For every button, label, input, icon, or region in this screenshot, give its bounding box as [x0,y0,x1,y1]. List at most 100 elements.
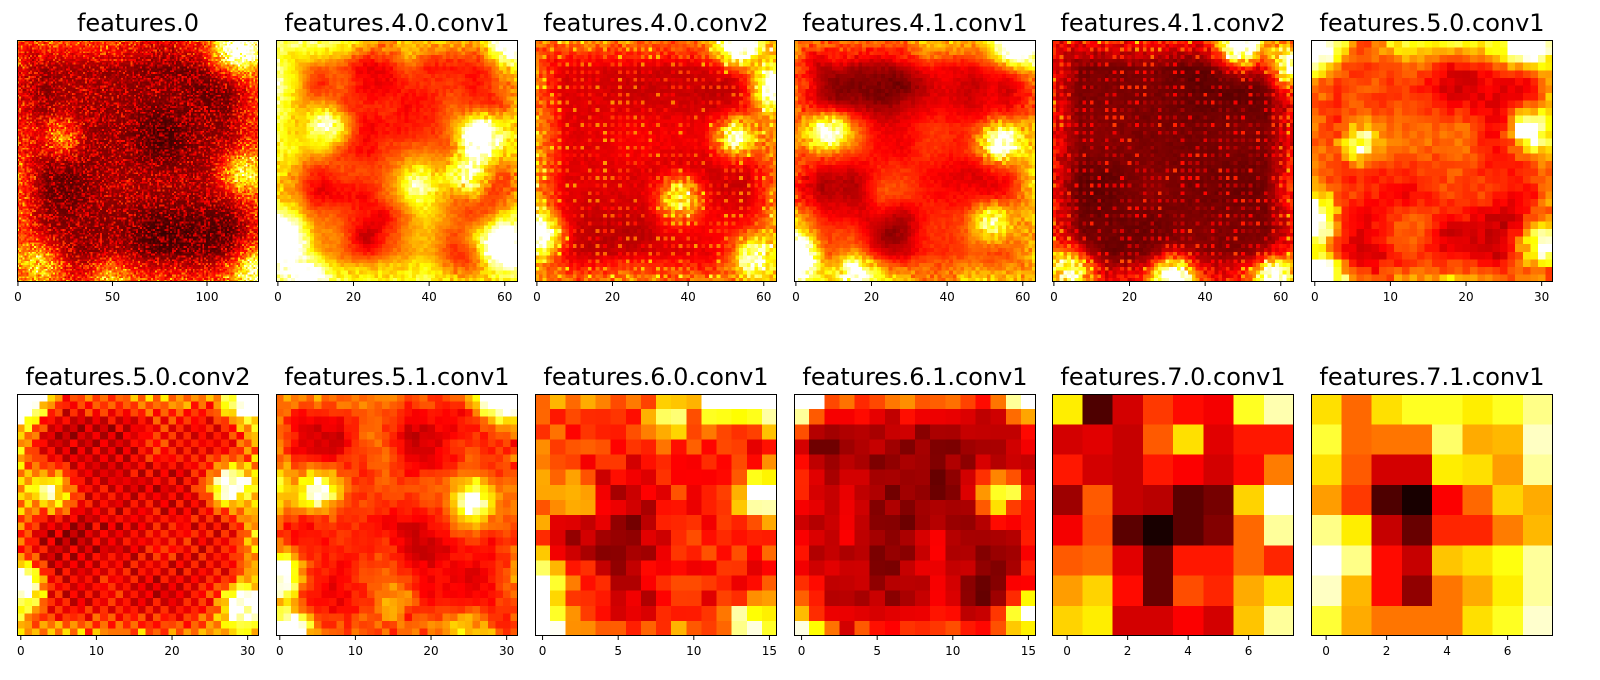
heatmap-cell [170,80,172,82]
heatmap-cell [206,68,208,70]
heatmap-cell [85,74,87,76]
heatmap-cell [176,57,178,59]
heatmap-cell [106,87,108,89]
heatmap-cell [100,80,102,82]
heatmap-cell [138,80,140,82]
heatmap-cell [125,74,127,76]
heatmap-cell [113,49,115,51]
heatmap-cell [221,48,223,50]
heatmap-cell [240,70,242,72]
heatmap-cell [42,57,44,59]
heatmap-cell [246,57,248,59]
heatmap-cell [57,82,59,84]
heatmap-cell [244,49,246,51]
heatmap-cell [248,63,250,65]
heatmap-cell [200,49,202,51]
heatmap-cell [217,85,219,87]
heatmap-cell [130,80,132,82]
heatmap-cell [157,49,159,51]
heatmap-cell [191,76,193,78]
heatmap-cell [168,63,170,65]
heatmap-cell [149,74,151,76]
heatmap-cell [68,55,70,57]
heatmap-cell [227,87,229,89]
heatmap-cell [42,53,44,55]
heatmap-cell [129,61,131,63]
heatmap-cell [248,46,250,48]
heatmap-cell [242,80,244,82]
heatmap-cell [121,61,123,63]
heatmap-cell [227,93,229,95]
heatmap-cell [174,82,176,84]
heatmap-cell [231,76,233,78]
heatmap-cell [42,61,44,63]
heatmap-cell [202,68,204,70]
heatmap-cell [49,63,51,65]
heatmap-cell [123,74,125,76]
heatmap-cell [212,83,214,85]
heatmap-cell [238,85,240,87]
heatmap-cell [91,59,93,61]
heatmap-cell [104,49,106,51]
heatmap-cell [117,65,119,67]
heatmap-cell [185,80,187,82]
heatmap-cell [149,49,151,51]
heatmap-cell [79,61,81,63]
heatmap-cell [189,85,191,87]
heatmap-cell [121,80,123,82]
heatmap-cell [68,85,70,87]
heatmap-cell [206,76,208,78]
heatmap-cell [187,66,189,68]
heatmap-cell [38,89,40,91]
heatmap-cell [178,53,180,55]
heatmap-cell [83,65,85,67]
heatmap-cell [70,72,72,74]
heatmap-cell [210,55,212,57]
heatmap-cell [38,72,40,74]
heatmap-cell [223,91,225,93]
heatmap-cell [206,53,208,55]
heatmap-cell [91,51,93,53]
heatmap-cell [255,63,257,65]
heatmap-cell [53,74,55,76]
heatmap-cell [87,66,89,68]
heatmap-cell [199,76,201,78]
heatmap-cell [164,82,166,84]
heatmap-cell [42,68,44,70]
heatmap-cell [216,42,218,44]
heatmap-cell [178,44,180,46]
heatmap-cell [85,80,87,82]
heatmap-cell [113,66,115,68]
heatmap-cell [138,93,140,95]
heatmap-cell [70,57,72,59]
heatmap-cell [45,48,47,50]
heatmap-cell [189,89,191,91]
heatmap-cell [74,46,76,48]
heatmap-cell [138,57,140,59]
heatmap-cell [155,82,157,84]
heatmap-cell [236,80,238,82]
heatmap-cell [34,66,36,68]
heatmap-cell [216,89,218,91]
heatmap-cell [229,85,231,87]
heatmap-cell [26,95,28,97]
heatmap-cell [183,44,185,46]
heatmap-cell [32,70,34,72]
heatmap-cell [59,74,61,76]
heatmap-cell [125,55,127,57]
heatmap-cell [127,68,129,70]
heatmap-cell [174,87,176,89]
heatmap-cell [123,59,125,61]
heatmap-cell [78,53,80,55]
heatmap-cell [170,83,172,85]
heatmap-cell [68,66,70,68]
heatmap-cell [96,48,98,50]
heatmap-cell [121,65,123,67]
heatmap-cell [178,72,180,74]
heatmap-cell [81,42,83,44]
heatmap-cell [212,87,214,89]
heatmap-cell [251,65,253,67]
heatmap-cell [125,66,127,68]
heatmap-cell [253,76,255,78]
heatmap-cell [104,91,106,93]
